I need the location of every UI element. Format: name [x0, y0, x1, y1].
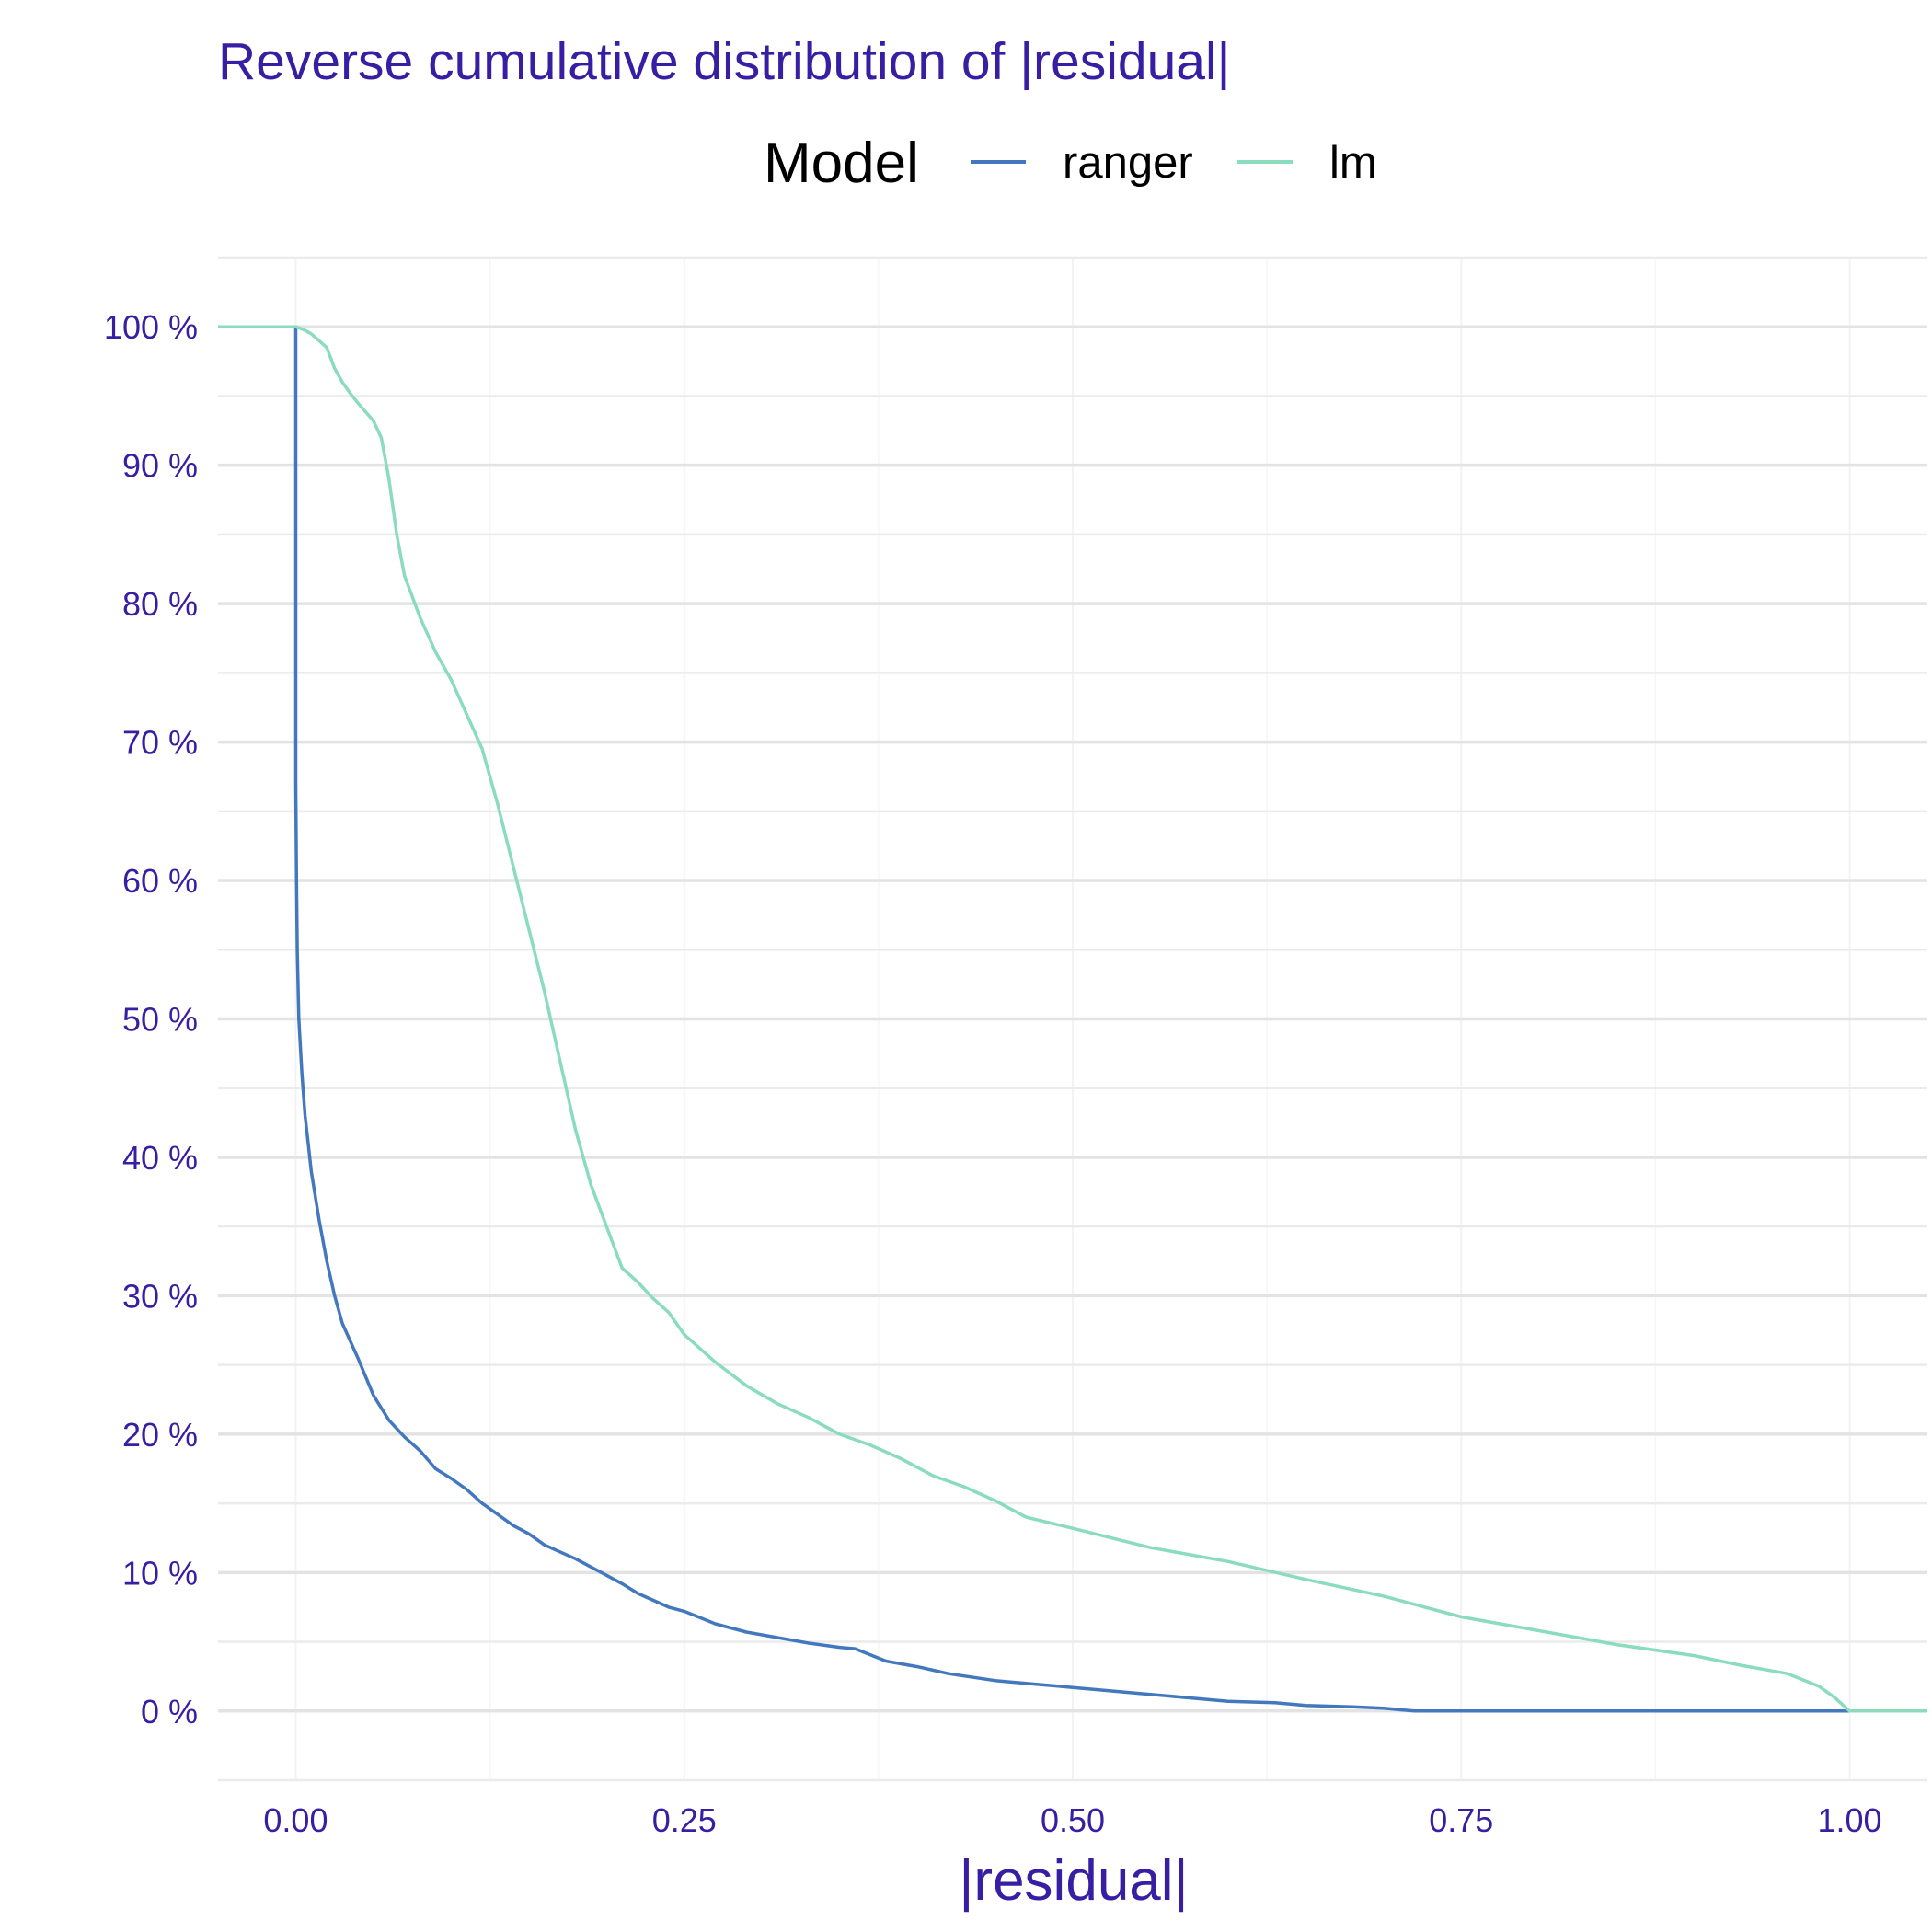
x-axis-title: |residual|: [959, 1849, 1188, 1913]
legend: Model ranger lm: [764, 132, 1377, 195]
legend-items: ranger lm: [971, 138, 1377, 188]
y-axis-ticks: 0 % 10 % 20 % 30 % 40 % 50 % 60 % 70 % 80 % 90 % 1…: [104, 308, 198, 1731]
y-tick-label: 100 %: [104, 308, 198, 346]
x-tick-label: 0.00: [263, 1801, 328, 1839]
y-tick-label: 80 %: [122, 585, 198, 623]
grid: [218, 256, 1927, 1782]
x-tick-label: 0.25: [652, 1801, 717, 1839]
legend-title: Model: [764, 132, 919, 195]
x-tick-label: 0.50: [1041, 1801, 1105, 1839]
series-line-ranger: [218, 325, 1927, 1713]
series-line-lm: [218, 325, 1927, 1713]
y-tick-label: 60 %: [122, 862, 198, 900]
chart-title: Reverse cumulative distribution of |resi…: [218, 32, 1230, 91]
series-layer: [218, 325, 1927, 1713]
legend-label-ranger: ranger: [1063, 138, 1193, 188]
y-tick-label: 90 %: [122, 447, 198, 485]
y-tick-label: 70 %: [122, 724, 198, 762]
x-axis-ticks: 0.00 0.25 0.50 0.75 1.00: [263, 1801, 1881, 1839]
legend-label-lm: lm: [1329, 138, 1377, 188]
y-tick-label: 10 %: [122, 1554, 198, 1592]
y-tick-label: 40 %: [122, 1139, 198, 1177]
y-tick-label: 30 %: [122, 1277, 198, 1315]
x-tick-label: 1.00: [1818, 1801, 1882, 1839]
y-tick-label: 20 %: [122, 1416, 198, 1454]
x-tick-label: 0.75: [1429, 1801, 1493, 1839]
y-tick-label: 0 %: [141, 1693, 198, 1731]
y-tick-label: 50 %: [122, 1001, 198, 1039]
